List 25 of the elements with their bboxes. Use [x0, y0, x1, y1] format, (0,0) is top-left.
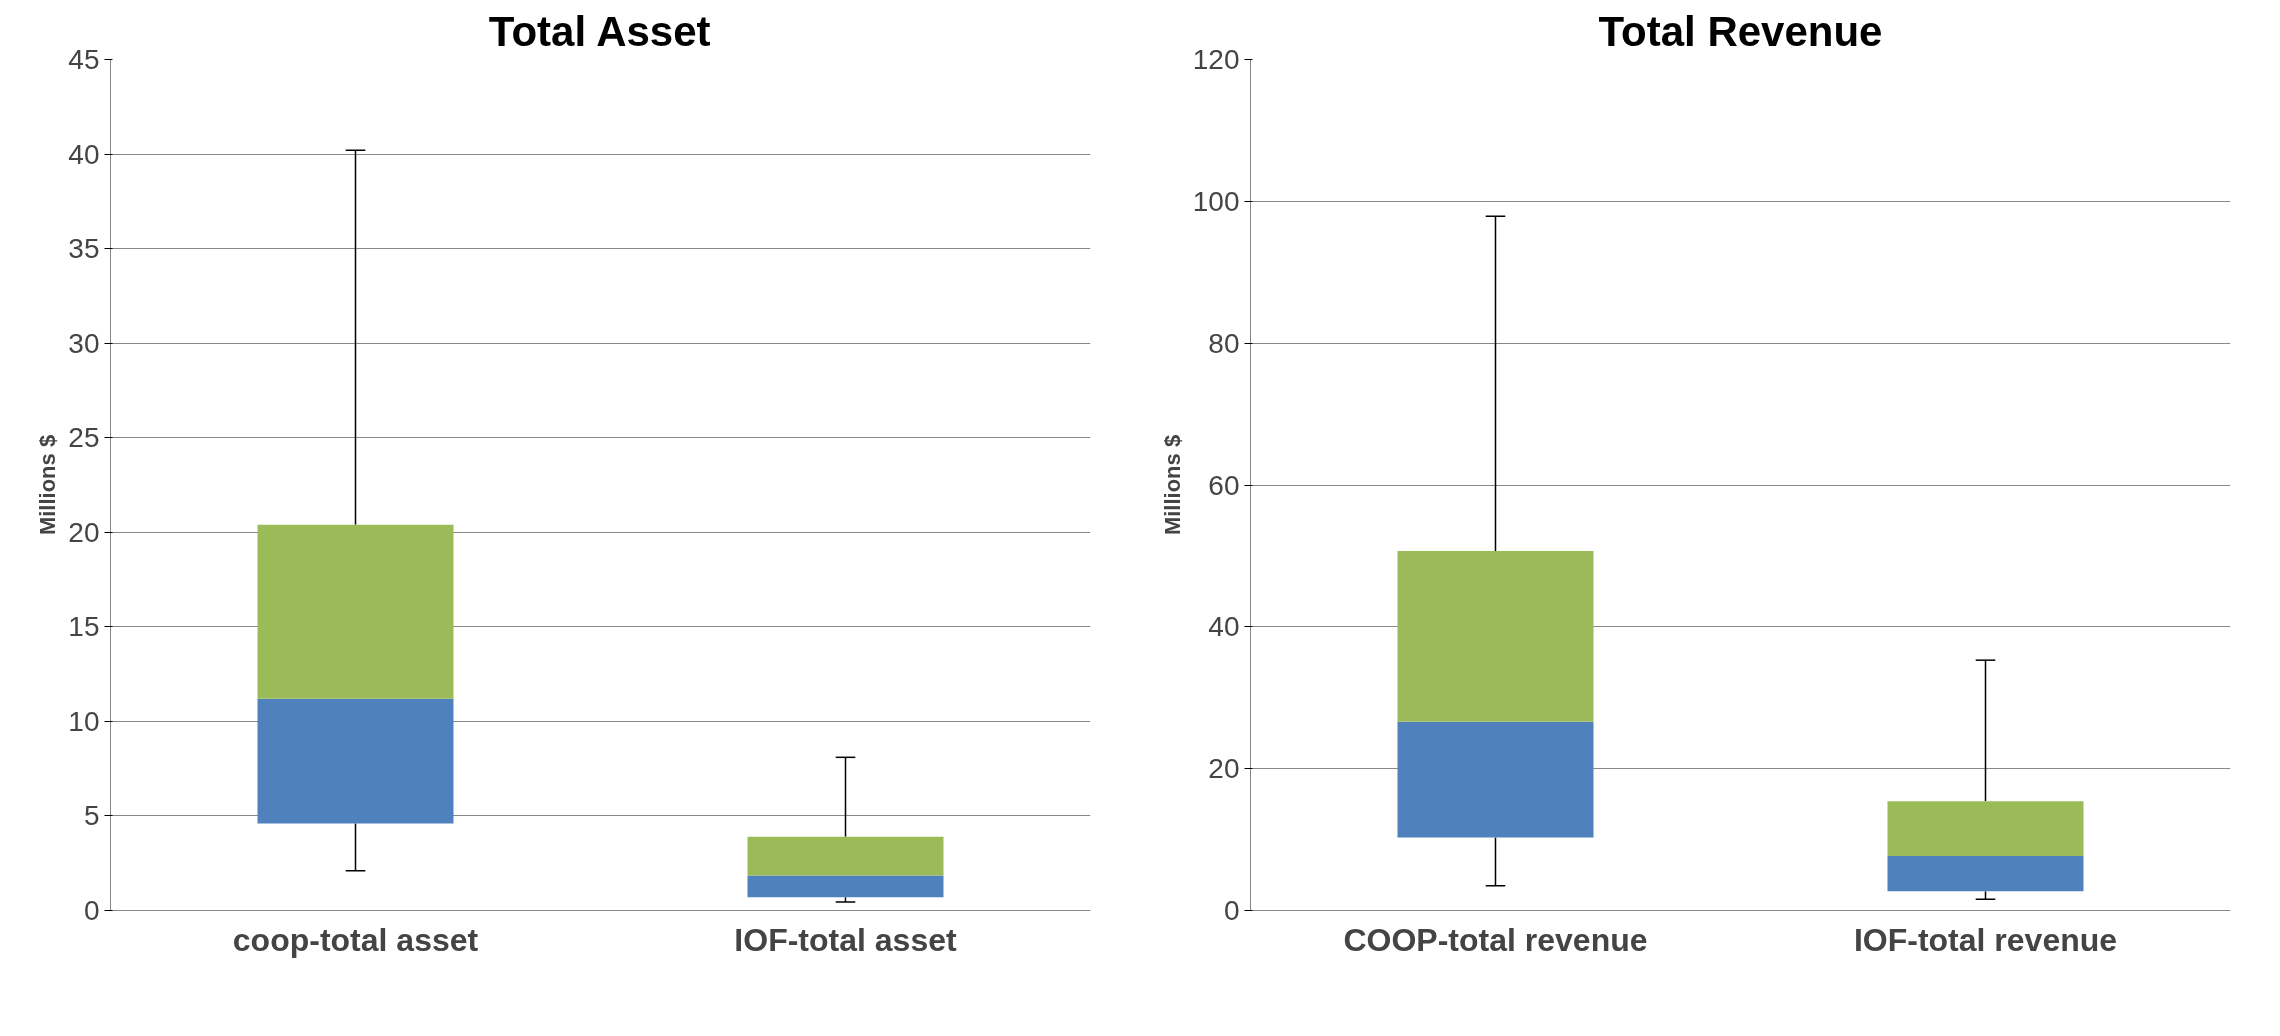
- y-tick-label: 35: [68, 233, 100, 265]
- y-tick-label: 10: [68, 705, 100, 737]
- y-tick-label: 60: [1208, 469, 1240, 501]
- y-tick-label: 30: [68, 327, 100, 359]
- x-tick-label: COOP-total revenue: [1343, 921, 1648, 958]
- y-tick-label: 0: [83, 895, 100, 926]
- y-tick-label: 40: [1208, 611, 1240, 643]
- y-tick-label: 120: [1192, 44, 1240, 75]
- x-tick-label: coop-total asset: [232, 921, 479, 958]
- x-tick-label: IOF-total asset: [734, 921, 957, 958]
- y-tick-label: 80: [1208, 327, 1240, 359]
- x-tick-label: IOF-total revenue: [1853, 921, 2118, 958]
- y-tick-label: 5: [83, 800, 100, 832]
- y-tick-label: 20: [68, 516, 100, 548]
- y-tick-label: 0: [1223, 895, 1240, 926]
- y-axis-title: Millions $: [1159, 434, 1185, 536]
- y-tick-label: 20: [1208, 753, 1240, 785]
- y-tick-label: 45: [68, 44, 100, 75]
- chart-title: Total Asset: [488, 7, 711, 55]
- y-tick-label: 15: [68, 611, 100, 643]
- y-tick-label: 25: [68, 422, 100, 454]
- y-tick-label: 40: [68, 138, 100, 170]
- chart-title: Total Revenue: [1598, 7, 1883, 55]
- y-axis-title: Millions $: [35, 434, 61, 536]
- y-tick-label: 100: [1192, 185, 1240, 217]
